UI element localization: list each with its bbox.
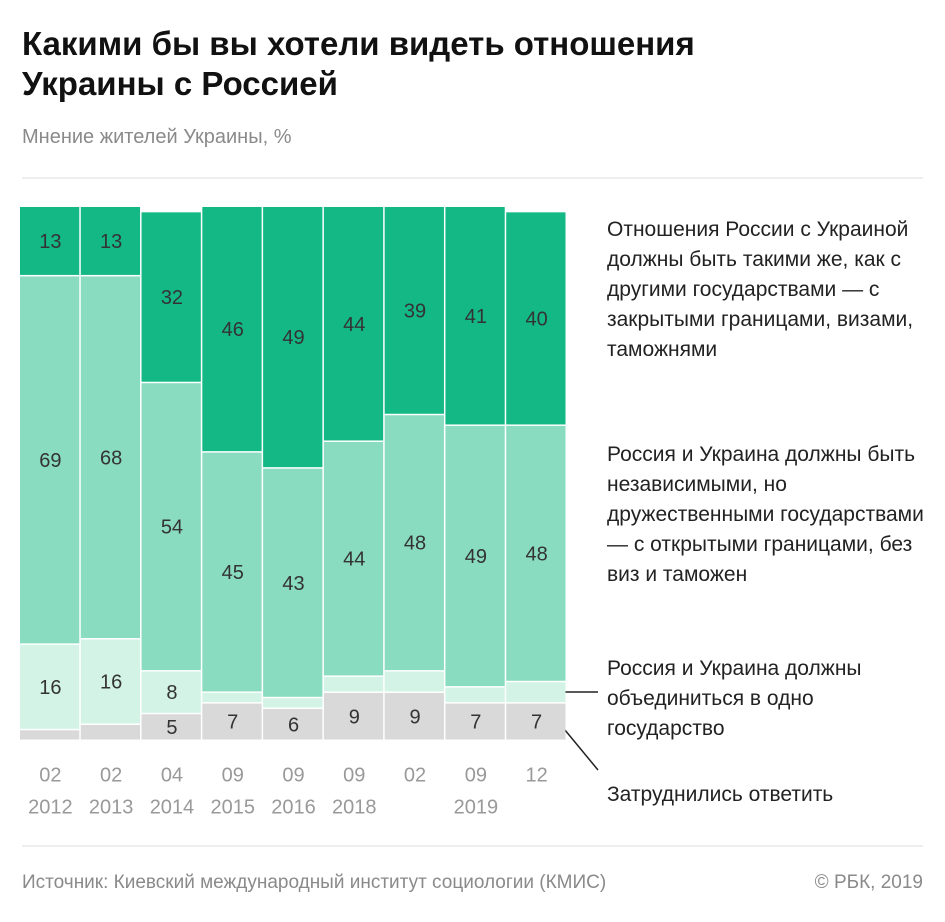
bar-segment: [506, 703, 566, 740]
value-label: 7: [227, 712, 238, 734]
chart-title: Какими бы вы хотели видеть отношения Укр…: [22, 25, 695, 102]
value-label: 49: [282, 327, 304, 349]
value-label: 16: [100, 672, 122, 694]
value-label: 68: [100, 447, 122, 469]
value-label: 8: [166, 682, 177, 704]
x-year-label: 2012: [28, 796, 73, 818]
bar-segment: [445, 207, 505, 425]
value-label: 13: [39, 231, 61, 253]
x-tick-label: 09: [465, 764, 487, 786]
x-tick-label: 09: [282, 764, 304, 786]
value-label: 40: [525, 308, 547, 330]
legend-entry: Затруднились ответить: [607, 783, 834, 806]
x-year-label: 2019: [454, 796, 499, 818]
value-label: 48: [404, 533, 426, 555]
bar-segment: [323, 441, 384, 676]
bar-segment: [141, 212, 201, 382]
bar-segment: [80, 207, 141, 275]
value-label: 54: [161, 517, 183, 539]
x-year-label: 2015: [210, 796, 255, 818]
x-year-label: 2014: [150, 796, 195, 818]
x-tick-label: 09: [343, 764, 365, 786]
bar-segment: [506, 212, 566, 425]
bar-segment: [80, 276, 141, 639]
bar-segment: [323, 207, 384, 441]
value-label: 43: [282, 573, 304, 595]
value-label: 46: [222, 319, 244, 341]
bar-segment: [263, 698, 323, 708]
bar-segment: [384, 692, 444, 740]
value-label: 48: [525, 543, 547, 565]
legend-entry: Россия и Украина должны объединиться в о…: [607, 657, 862, 740]
bar-segment: [141, 714, 201, 740]
bar-segment: [506, 682, 566, 703]
x-tick-label: 02: [100, 764, 122, 786]
bar-segment: [20, 730, 80, 740]
x-tick-label: 02: [39, 764, 61, 786]
bar-segment: [80, 724, 141, 740]
legend-entry: Россия и Украина должны быть независимым…: [607, 443, 924, 586]
bar-segment: [20, 276, 80, 644]
bar-segment: [202, 207, 262, 452]
bar-segment: [20, 644, 80, 729]
value-label: 9: [409, 706, 420, 728]
value-label: 49: [465, 546, 487, 568]
bar-segment: [323, 692, 384, 740]
value-label: 6: [288, 714, 299, 736]
bar-segment: [20, 207, 80, 275]
bar-segment: [263, 468, 323, 697]
bar-segment: [202, 452, 262, 692]
value-label: 7: [531, 712, 542, 734]
value-label: 5: [166, 717, 177, 739]
bar-segment: [141, 383, 201, 671]
leader-line: [559, 723, 599, 771]
x-tick-label: 09: [222, 764, 244, 786]
value-label: 44: [343, 314, 365, 336]
value-label: 45: [222, 562, 244, 584]
bar-segment: [506, 425, 566, 681]
x-year-label: 2016: [271, 796, 316, 818]
bar-segment: [445, 425, 505, 687]
bar-segment: [445, 703, 505, 740]
value-label: 32: [161, 287, 183, 309]
credit: © РБК, 2019: [814, 872, 923, 893]
bar-segment: [384, 415, 444, 671]
value-label: 41: [465, 306, 487, 328]
x-tick-label: 02: [404, 764, 426, 786]
x-year-label: 2018: [332, 796, 377, 818]
bar-segment: [323, 676, 384, 692]
source: Источник: Киевский международный институ…: [22, 872, 607, 893]
x-tick-label: 04: [161, 764, 183, 786]
bar-segment: [263, 207, 323, 468]
bar-segment: [384, 207, 444, 414]
bar-segment: [80, 639, 141, 724]
bar-segment: [263, 708, 323, 740]
bar-segment: [445, 687, 505, 703]
x-year-label: 2013: [89, 796, 134, 818]
value-label: 16: [39, 677, 61, 699]
chart-subtitle: Мнение жителей Украины, %: [22, 126, 292, 148]
bar-segment: [202, 692, 262, 703]
value-label: 39: [404, 300, 426, 322]
legend-entry: Отношения России с Украиной должны быть …: [607, 218, 914, 361]
x-tick-label: 12: [525, 764, 547, 786]
bar-segment: [384, 671, 444, 692]
bar-segment: [202, 703, 262, 740]
value-label: 69: [39, 450, 61, 472]
value-label: 7: [470, 712, 481, 734]
value-label: 44: [343, 549, 365, 571]
bar-segment: [141, 671, 201, 713]
value-label: 13: [100, 231, 122, 253]
value-label: 9: [349, 706, 360, 728]
